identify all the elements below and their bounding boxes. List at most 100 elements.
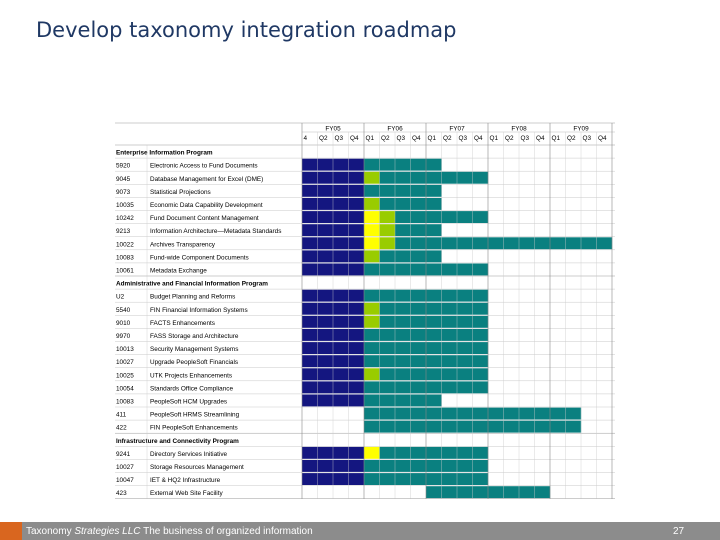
gantt-cell: [457, 211, 473, 223]
quarter-label: Q1: [490, 135, 499, 142]
project-id: 10242: [116, 215, 134, 222]
project-name: UTK Projects Enhancements: [150, 372, 232, 379]
gantt-cell: [395, 460, 411, 472]
project-name: PeopleSoft HRMS Streamlining: [150, 412, 240, 419]
gantt-cell: [457, 263, 473, 276]
gantt-cell: [426, 407, 442, 420]
slide-title: Develop taxonomy integration roadmap: [36, 18, 457, 42]
gantt-cell: [302, 224, 318, 237]
project-id: 423: [116, 490, 127, 497]
gantt-cell: [348, 342, 365, 354]
quarter-label: Q3: [521, 135, 530, 142]
gantt-cell: [364, 198, 380, 210]
gantt-cell: [302, 355, 318, 368]
gantt-cell: [302, 342, 318, 354]
gantt-cell: [426, 263, 442, 276]
gantt-cell: [441, 460, 458, 472]
gantt-cell: [379, 355, 396, 368]
gantt-cell: [348, 171, 365, 184]
gantt-cell: [441, 263, 458, 276]
project-id: 9970: [116, 333, 131, 340]
gantt-cell: [410, 355, 427, 368]
gantt-cell: [457, 329, 473, 341]
gantt-cell: [395, 198, 411, 210]
gantt-cell: [395, 473, 411, 485]
gantt-cell: [364, 158, 380, 171]
gantt-cell: [472, 237, 489, 250]
gantt-cell: [503, 237, 520, 250]
gantt-cell: [317, 460, 334, 472]
gantt-cell: [472, 211, 489, 223]
quarter-label: Q4: [598, 135, 607, 142]
gantt-cell: [379, 211, 396, 223]
footer-company-emphasis: Strategies LLC: [74, 526, 141, 537]
gantt-cell: [379, 263, 396, 276]
gantt-cell: [426, 342, 442, 354]
gantt-cell: [364, 460, 380, 472]
gantt-cell: [364, 184, 380, 197]
roadmap-gantt-chart: FY05 4 Q2 Q3 Q4 FY06 Q1 Q2 Q3 Q4 FY07 Q1 Q2 Q3 Q4 FY08 Q…: [115, 122, 615, 499]
quarter-label: Q3: [397, 135, 406, 142]
gantt-cell: [596, 237, 613, 250]
gantt-cell: [457, 420, 473, 433]
gantt-cell: [348, 211, 365, 223]
gantt-cell: [379, 158, 396, 171]
gantt-cell: [379, 329, 396, 341]
gantt-cell: [534, 420, 551, 433]
gantt-cell: [348, 394, 365, 407]
gantt-cell: [348, 198, 365, 210]
gantt-cell: [395, 302, 411, 315]
gantt-cell: [317, 355, 334, 368]
project-name: Metadata Exchange: [150, 268, 207, 275]
gantt-cell: [395, 158, 411, 171]
project-name: Fund Document Content Management: [150, 215, 259, 222]
fiscal-year-label: FY06: [387, 126, 403, 133]
gantt-cell: [302, 368, 318, 381]
project-name: Database Management for Excel (DME): [150, 176, 263, 183]
gantt-cell: [379, 237, 396, 250]
gantt-cell: [348, 460, 365, 472]
gantt-cell: [426, 355, 442, 368]
gantt-cell: [410, 263, 427, 276]
gantt-cell: [348, 263, 365, 276]
gantt-cell: [348, 473, 365, 485]
gantt-cell: [379, 446, 396, 459]
gantt-cell: [472, 486, 489, 499]
gantt-cell: [534, 486, 551, 499]
gantt-cell: [410, 473, 427, 485]
gantt-cell: [457, 342, 473, 354]
project-name: FASS Storage and Architecture: [150, 333, 239, 340]
gantt-cell: [302, 171, 318, 184]
gantt-cell: [426, 329, 442, 341]
gantt-cell: [426, 473, 442, 485]
project-id: 10013: [116, 346, 134, 353]
project-name: Archives Transparency: [150, 241, 216, 248]
gantt-cell: [472, 446, 489, 459]
gantt-cell: [426, 446, 442, 459]
gantt-cell: [457, 473, 473, 485]
project-name: FACTS Enhancements: [150, 320, 215, 327]
gantt-cell: [302, 446, 318, 459]
gantt-cell: [364, 302, 380, 315]
gantt-cell: [333, 158, 349, 171]
project-id: 9045: [116, 176, 131, 183]
gantt-cell: [457, 237, 473, 250]
project-id: 9073: [116, 189, 131, 196]
gantt-cell: [395, 263, 411, 276]
gantt-cell: [317, 250, 334, 263]
gantt-cell: [410, 420, 427, 433]
gantt-cell: [364, 237, 380, 250]
project-name: Economic Data Capability Development: [150, 202, 263, 209]
gantt-cell: [441, 473, 458, 485]
gantt-cell: [364, 407, 380, 420]
gantt-cell: [333, 355, 349, 368]
gantt-cell: [503, 407, 520, 420]
project-name: IET & HQ2 Infrastructure: [150, 477, 221, 484]
gantt-cell: [441, 420, 458, 433]
gantt-cell: [550, 237, 566, 250]
gantt-cell: [472, 368, 489, 381]
gantt-cell: [503, 486, 520, 499]
project-id: U2: [116, 294, 125, 301]
gantt-cell: [395, 184, 411, 197]
gantt-cell: [395, 237, 411, 250]
